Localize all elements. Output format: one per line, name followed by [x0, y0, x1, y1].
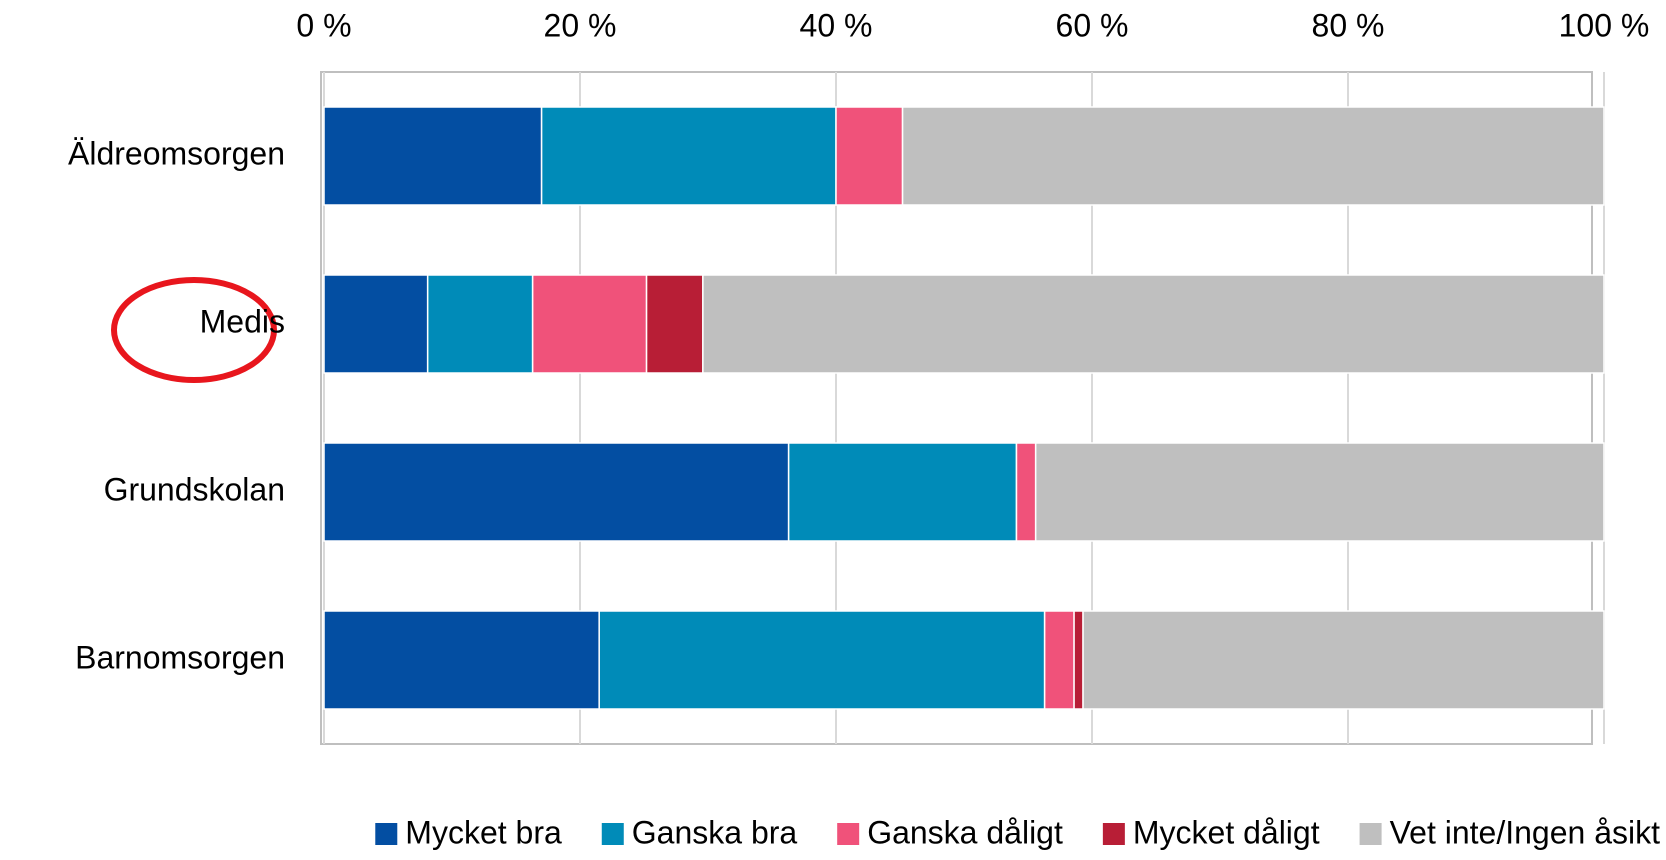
- legend-label: Vet inte/Ingen åsikt: [1390, 814, 1661, 850]
- x-tick-label: 0 %: [296, 7, 351, 43]
- highlight-circle: [111, 277, 277, 383]
- bar-segment: [323, 106, 543, 206]
- x-tick-label: 40 %: [800, 7, 873, 43]
- y-tick-label: Medis: [200, 303, 285, 339]
- bar-segment: [323, 442, 790, 542]
- bar-segment: [835, 106, 904, 206]
- y-tick-label: Grundskolan: [104, 471, 285, 507]
- bar-segment: [702, 274, 1605, 374]
- bar-segment: [1034, 442, 1605, 542]
- legend-label: Ganska dåligt: [867, 814, 1063, 850]
- legend-label: Ganska bra: [632, 814, 798, 850]
- bar-segment: [787, 442, 1018, 542]
- x-tick-label: 20 %: [544, 7, 617, 43]
- bar-segment: [540, 106, 837, 206]
- y-tick-label: Äldreomsorgen: [68, 135, 285, 171]
- bar-segment: [645, 274, 704, 374]
- bar-segment: [1015, 442, 1037, 542]
- bar-segment: [901, 106, 1605, 206]
- bar-segment: [1073, 610, 1084, 710]
- bar-segment: [598, 610, 1046, 710]
- bar-segment: [323, 274, 429, 374]
- bar-segment: [531, 274, 648, 374]
- bar-segment: [1043, 610, 1075, 710]
- bar-segment: [1082, 610, 1605, 710]
- bar-segment: [426, 274, 534, 374]
- legend-swatch: [1359, 823, 1382, 845]
- plot-frame: [320, 71, 1593, 745]
- x-tick-label: 100 %: [1559, 7, 1650, 43]
- x-tick-label: 60 %: [1056, 7, 1129, 43]
- legend-swatch: [375, 823, 398, 845]
- legend-swatch: [601, 823, 624, 845]
- legend-label: Mycket bra: [405, 814, 562, 850]
- bar-segment: [323, 610, 600, 710]
- legend-label: Mycket dåligt: [1133, 814, 1320, 850]
- x-tick-label: 80 %: [1312, 7, 1385, 43]
- y-tick-label: Barnomsorgen: [75, 639, 285, 675]
- legend-swatch: [1102, 823, 1125, 845]
- legend-swatch: [837, 823, 860, 845]
